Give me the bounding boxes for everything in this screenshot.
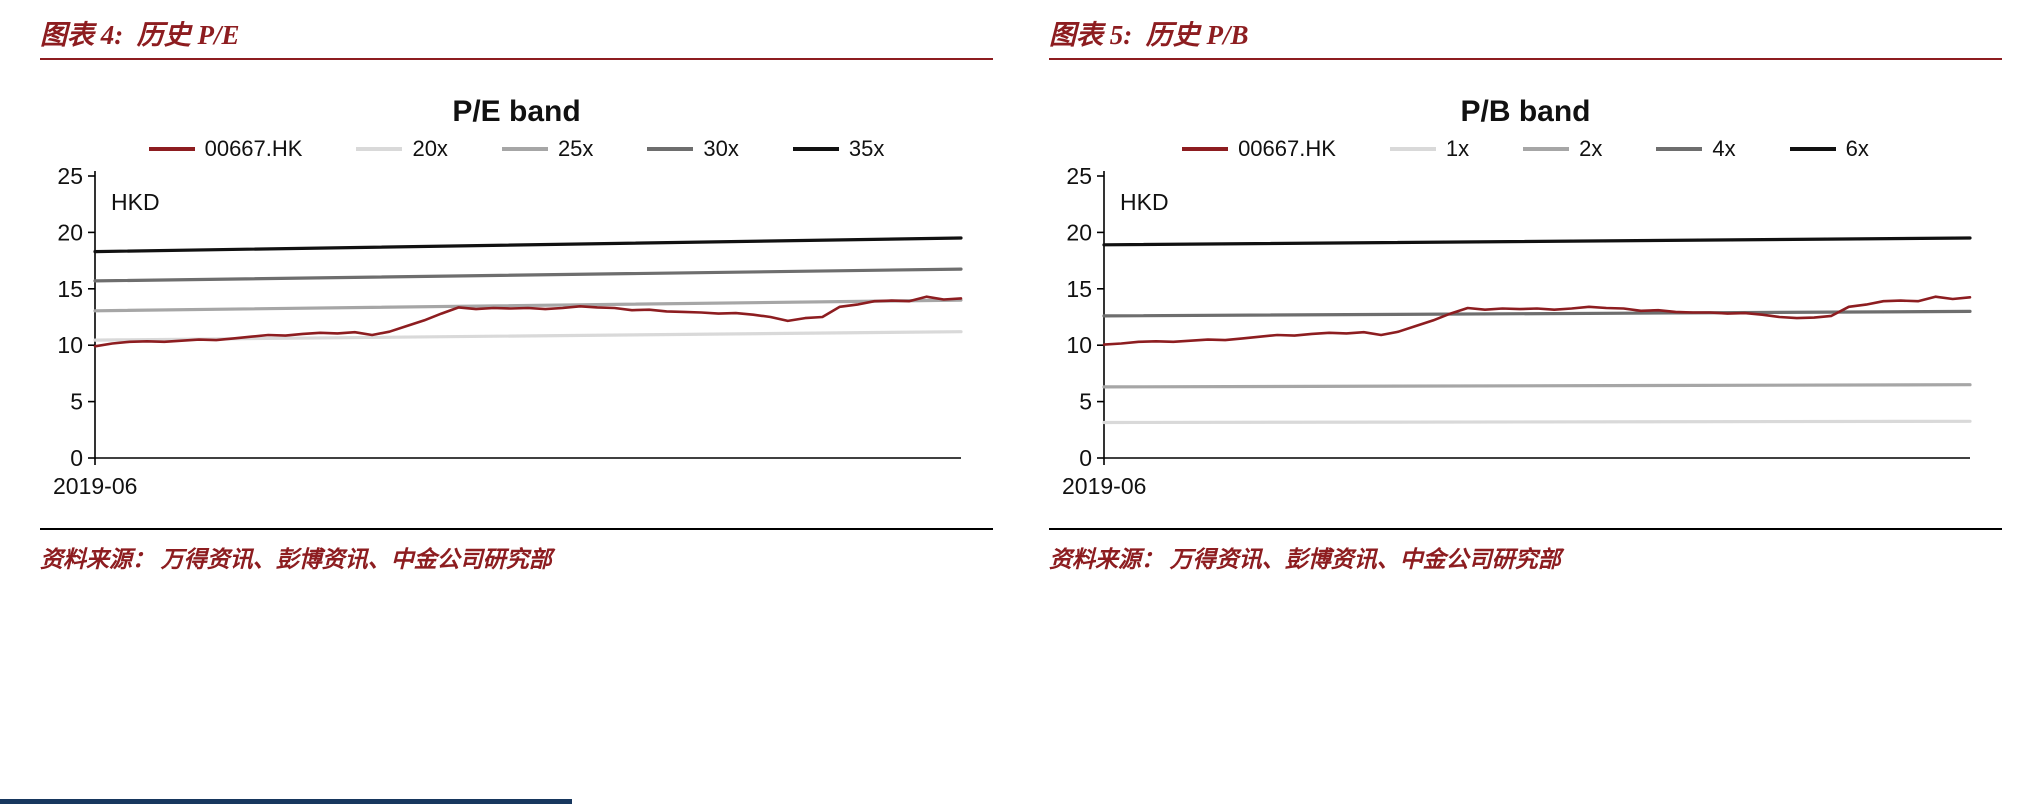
legend-label: 20x (412, 136, 448, 161)
legend-item: 4x (1656, 136, 1736, 162)
y-tick-label: 10 (1066, 332, 1092, 358)
chart-title: P/B band (1460, 95, 1591, 128)
legend-label: 1x (1445, 136, 1470, 161)
legend-item: 1x (1389, 136, 1470, 162)
figure-columns: 图表 4: 历史 P/E P/E band 00667.HK 20x 25 (40, 0, 2002, 574)
legend-item: 2x (1523, 136, 1602, 162)
series-00667.HK (1102, 295, 1972, 346)
legend-line-swatch (792, 147, 839, 151)
heading-divider (1049, 58, 2002, 60)
pb-band-chart: P/B band 00667.HK 1x 2x (1049, 94, 2002, 504)
legend-label: 35x (848, 136, 885, 161)
heading-divider (40, 58, 993, 60)
figure-pb-heading: 图表 5: 历史 P/B (1049, 20, 1249, 50)
y-tick-label: 25 (1066, 164, 1092, 189)
unit-label: HKD (1120, 189, 1169, 215)
series-6x (1102, 236, 1972, 247)
y-tick-label: 5 (70, 389, 83, 415)
legend-item: 00667.HK (1182, 136, 1336, 162)
source-note: 资料来源： 万得资讯、彭博资讯、中金公司研究部 (40, 547, 552, 572)
y-tick-label: 10 (57, 332, 83, 358)
series-30x (93, 267, 963, 283)
pe-band-plot: 0 5 10 15 20 25 2019-06 HKD (53, 164, 963, 499)
unit-label: HKD (111, 189, 160, 215)
y-tick-label: 15 (1066, 276, 1092, 302)
y-tick-label: 5 (1079, 389, 1092, 415)
series-4x (1102, 309, 1972, 318)
series-35x (93, 236, 963, 254)
legend-label: 00667.HK (1238, 136, 1336, 161)
legend-line-swatch (1523, 147, 1570, 151)
y-tick-label: 20 (57, 219, 83, 245)
chart-title: P/E band (452, 95, 581, 128)
legend-label: 4x (1712, 136, 1736, 161)
legend-item: 6x (1789, 136, 1869, 162)
legend-line-swatch (501, 147, 548, 151)
source-note: 资料来源： 万得资讯、彭博资讯、中金公司研究部 (1049, 547, 1561, 572)
figure-pe: 图表 4: 历史 P/E P/E band 00667.HK 20x 25 (40, 0, 993, 574)
legend-line-swatch (356, 147, 403, 151)
legend-label: 25x (557, 136, 594, 161)
legend-item: 20x (356, 136, 448, 162)
legend-label: 2x (1579, 136, 1603, 161)
source-divider (40, 528, 993, 530)
series-1x (1102, 419, 1972, 425)
pe-band-chart: P/E band 00667.HK 20x 25x (40, 94, 993, 504)
legend-line-swatch (1789, 147, 1836, 151)
y-tick-label: 0 (70, 445, 83, 471)
footer-accent-bar (0, 799, 572, 804)
x-tick-label: 2019-06 (53, 473, 137, 499)
legend-label: 30x (703, 136, 739, 161)
figure-pe-heading: 图表 4: 历史 P/E (40, 20, 240, 50)
legend-item: 30x (647, 136, 739, 162)
legend-line-swatch (1656, 147, 1703, 151)
legend-item: 35x (792, 136, 885, 162)
legend-line-swatch (1182, 147, 1229, 151)
pb-band-plot: 0 5 10 15 20 25 2019-06 HKD (1062, 164, 1972, 499)
legend-label: 6x (1845, 136, 1869, 161)
chart-legend: 00667.HK 20x 25x 30x (40, 136, 993, 162)
y-tick-label: 15 (57, 276, 83, 302)
x-tick-label: 2019-06 (1062, 473, 1146, 499)
chart-legend: 00667.HK 1x 2x 4x (1049, 136, 2002, 162)
series-2x (1102, 383, 1972, 389)
legend-item: 25x (501, 136, 594, 162)
legend-line-swatch (647, 147, 694, 151)
y-tick-label: 0 (1079, 445, 1092, 471)
figure-pb: 图表 5: 历史 P/B P/B band 00667.HK 1x 2x (1049, 0, 2002, 574)
y-tick-label: 25 (57, 164, 83, 189)
legend-label: 00667.HK (204, 136, 303, 161)
source-divider (1049, 528, 2002, 530)
legend-line-swatch (1389, 147, 1436, 151)
y-tick-label: 20 (1066, 219, 1092, 245)
legend-line-swatch (148, 147, 195, 151)
legend-item: 00667.HK (148, 136, 303, 162)
series-00667.HK (93, 295, 963, 348)
series-25x (93, 298, 963, 313)
